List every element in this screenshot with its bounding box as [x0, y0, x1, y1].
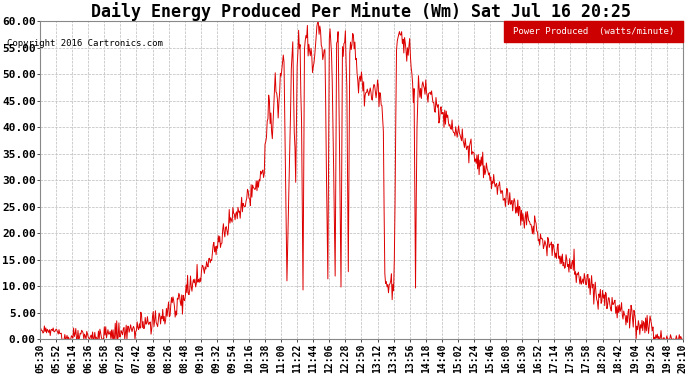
Text: Power Produced  (watts/minute): Power Produced (watts/minute): [513, 27, 674, 36]
Text: Copyright 2016 Cartronics.com: Copyright 2016 Cartronics.com: [7, 39, 163, 48]
Title: Daily Energy Produced Per Minute (Wm) Sat Jul 16 20:25: Daily Energy Produced Per Minute (Wm) Sa…: [92, 2, 631, 21]
